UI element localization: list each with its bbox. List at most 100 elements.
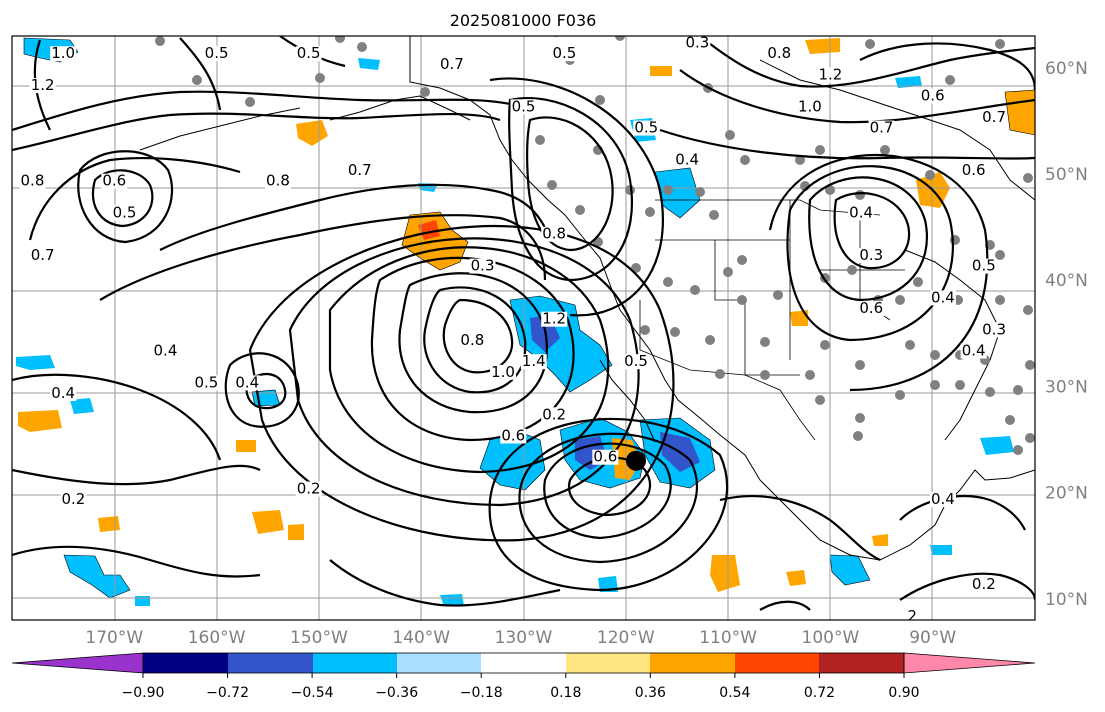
colorbar: −0.90 −0.72 −0.54 −0.36 −0.18 0.18 0.36 0.54 0.7… [11,652,1036,701]
contour-label: 0.3 [471,257,495,275]
contour-label: 0.6 [962,161,986,179]
contour-label: 0.3 [685,34,709,52]
contour-label: 0.2 [61,490,85,508]
contour-label: 0.2 [972,575,996,593]
contour-label: 0.7 [31,246,55,264]
contour-label: 0.4 [154,342,178,360]
contour-label-background [796,99,823,115]
contour-label-background [234,375,261,391]
contour-label: 0.8 [542,225,566,243]
contour-label: 0.4 [235,373,259,391]
contour-label-background [633,120,660,136]
lon-tick-label: 160°W [188,628,246,648]
contour-label: 0.4 [849,204,873,222]
contour-label: 0.6 [102,172,126,190]
contour-label-background [101,173,128,189]
contour-label: 1.4 [522,352,546,370]
contour-label-background [346,163,373,179]
contour-label-background [203,46,230,62]
contour-label-background [919,88,946,104]
contour-label-background [50,46,77,62]
contour-label-background [510,99,537,115]
colorbar-tick-label: −0.72 [206,685,249,701]
contour-label: 0.4 [675,150,699,168]
contour-label-background [970,577,997,593]
contour-label: 0.4 [51,384,75,402]
contour-label: 0.7 [440,55,464,73]
contour-label: 0.5 [972,257,996,275]
lat-tick-label: 20°N [1045,484,1088,504]
contour-label-background [438,56,465,72]
lon-tick-label: 130°W [495,628,553,648]
contour-label: 1.0 [491,363,515,381]
contour-label-background [960,343,987,359]
contour-label-background [684,36,711,51]
latitude-tick-labels: 60°N 50°N 40°N 30°N 20°N 10°N [1045,59,1088,610]
lat-tick-label: 40°N [1045,271,1088,291]
contour-label: 0.6 [593,448,617,466]
contour-label-background [551,46,578,62]
contour-label-background [111,205,138,221]
contour-label-background [929,492,956,508]
station-markers [155,36,1035,455]
contour-label-background [960,163,987,179]
contour-label: 0.6 [501,426,525,444]
contour-label: 0.3 [982,320,1006,338]
chart-title: 2025081000 F036 [450,11,597,30]
contour-label: 0.8 [767,44,791,62]
contour-label: 0.5 [512,97,536,115]
contour-label-background [766,46,793,62]
contour-label: 0.7 [870,119,894,137]
contour-label-background [541,407,568,423]
colorbar-tick-label: −0.18 [460,685,503,701]
contour-label-background [674,152,701,168]
colorbar-tick-label: −0.36 [375,685,418,701]
lat-tick-label: 60°N [1045,59,1088,79]
contour-label-background [858,247,885,263]
colorbar-extend-high [903,652,1036,674]
lon-tick-label: 110°W [699,628,757,648]
longitude-tick-labels: 170°W 160°W 150°W 140°W 130°W 120°W 110°W 100°W… [85,628,956,648]
colorbar-tick-label: 0.90 [888,685,919,701]
colorbar-segment [143,653,228,673]
colorbar-tick-label: 0.36 [635,685,666,701]
contour-label-background [193,375,220,391]
contour-label-background [490,364,517,380]
contour-label: 0.5 [624,352,648,370]
colorbar-tick-labels: −0.90 −0.72 −0.54 −0.36 −0.18 0.18 0.36 0.54 0.7… [122,673,920,701]
contour-label: 0.5 [552,44,576,62]
map-area: 1.0 1.2 0.5 0.5 0.7 0.5 0.3 0.8 1.2 1.0 0.7 0.6 0.7 0… [12,34,1035,620]
lat-tick-label: 30°N [1045,377,1088,397]
contour-label: 0.3 [859,246,883,264]
contour-label: 0.6 [921,87,945,105]
contour-label: 0.7 [348,161,372,179]
contour-label: 1.2 [542,310,566,328]
colorbar-segment [481,653,566,673]
contour-label: 0.5 [297,44,321,62]
contour-label-background [623,354,650,370]
colorbar-segment [313,653,397,673]
lon-tick-label: 150°W [290,628,348,648]
colorbar-segment [397,653,481,673]
contour-label: 0.2 [297,480,321,498]
lon-tick-label: 120°W [597,628,655,648]
contour-label-background [981,109,1008,125]
contour-label: 0.5 [634,119,658,137]
contour-label: 0.5 [113,204,137,222]
contour-label-background [19,173,46,189]
colorbar-segment [566,653,650,673]
colorbar-segment [228,653,313,673]
contour-label-background [592,449,619,465]
contour-label-background [50,386,77,402]
contour-label: 1.0 [51,44,75,62]
storm-center-marker [626,450,647,471]
lon-tick-label: 100°W [802,628,860,648]
contour-label-background [899,609,926,620]
contour-label-background [500,428,527,444]
contour-label-background [152,343,179,359]
contour-label-background [848,205,875,221]
contour-label: 0.2 [542,405,566,423]
colorbar-tick-label: 0.18 [550,685,581,701]
colorbar-segment [819,653,904,673]
